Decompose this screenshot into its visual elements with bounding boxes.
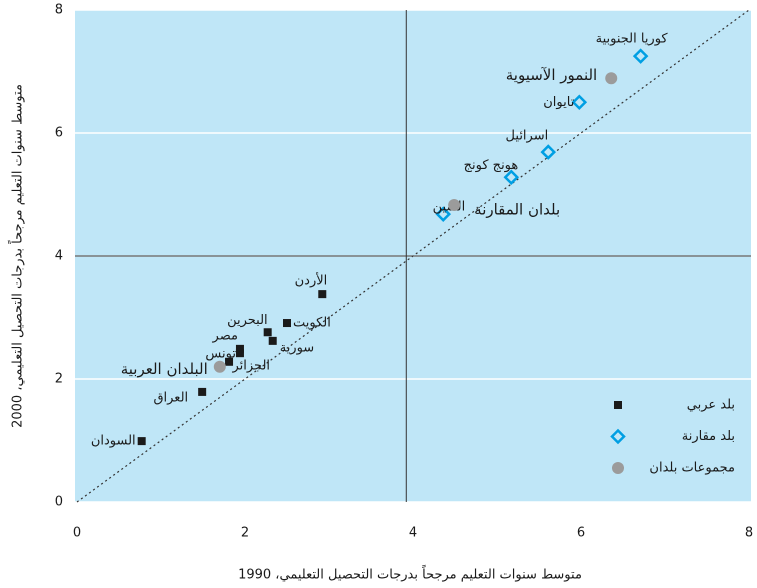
point xyxy=(632,48,649,64)
y-tick-label: 2 xyxy=(55,372,63,387)
point-label: العراق xyxy=(153,390,188,405)
point xyxy=(503,169,520,186)
point-label: السودان xyxy=(91,434,136,449)
point-label: سورية xyxy=(280,340,314,355)
point-label: الكويت xyxy=(293,316,331,331)
x-tick-label: 0 xyxy=(73,526,81,541)
point-label: بلدان المقارنة xyxy=(474,200,560,218)
point xyxy=(268,336,277,345)
point xyxy=(605,72,618,85)
point xyxy=(225,357,234,366)
y-tick-label: 4 xyxy=(55,249,63,264)
y-tick-label: 8 xyxy=(55,3,63,18)
point xyxy=(448,198,461,211)
diagonal-line xyxy=(76,9,750,503)
point-label: النمور الآسيوية xyxy=(506,66,597,84)
point-label: اسرائيل xyxy=(506,129,549,144)
point xyxy=(283,319,291,328)
x-tick-label: 2 xyxy=(241,526,249,541)
point-label: الجزائر xyxy=(231,358,270,373)
y-axis-title: متوسط سنوات التعليم مرجحاً بدرجات التحصي… xyxy=(8,84,26,428)
point xyxy=(198,387,207,396)
point-label: الأردن xyxy=(295,272,328,289)
legend-marker xyxy=(610,428,626,445)
x-axis-title: متوسط سنوات التعليم مرجحاً بدرجات التحصي… xyxy=(238,565,582,583)
point xyxy=(137,437,146,446)
point-label: كوريا الجنوبية xyxy=(596,32,669,47)
point xyxy=(213,360,226,373)
point-label: تونس xyxy=(205,347,236,362)
x-tick-label: 8 xyxy=(745,526,753,541)
point xyxy=(435,206,452,222)
x-tick-label: 6 xyxy=(577,526,585,541)
point-label: البلدان العربية xyxy=(121,360,208,378)
y-tick-label: 6 xyxy=(55,126,63,141)
legend-label: بلد عربي xyxy=(687,398,735,413)
point xyxy=(318,290,327,299)
point-label: تايوان xyxy=(543,95,574,110)
point xyxy=(235,344,244,353)
point-label: البحرين xyxy=(227,313,268,328)
legend-marker xyxy=(612,462,624,474)
point xyxy=(263,328,272,337)
legend-marker xyxy=(614,401,622,409)
point-label: هونج كونج xyxy=(464,158,519,173)
legend-label: مجموعات بلدان xyxy=(649,461,735,476)
legend-label: بلد مقارنة xyxy=(682,429,735,444)
y-tick-label: 0 xyxy=(55,495,63,510)
point xyxy=(235,349,244,358)
x-tick-label: 4 xyxy=(409,526,417,541)
point-label: مصر xyxy=(212,328,238,343)
point xyxy=(540,144,557,160)
point xyxy=(571,94,588,111)
